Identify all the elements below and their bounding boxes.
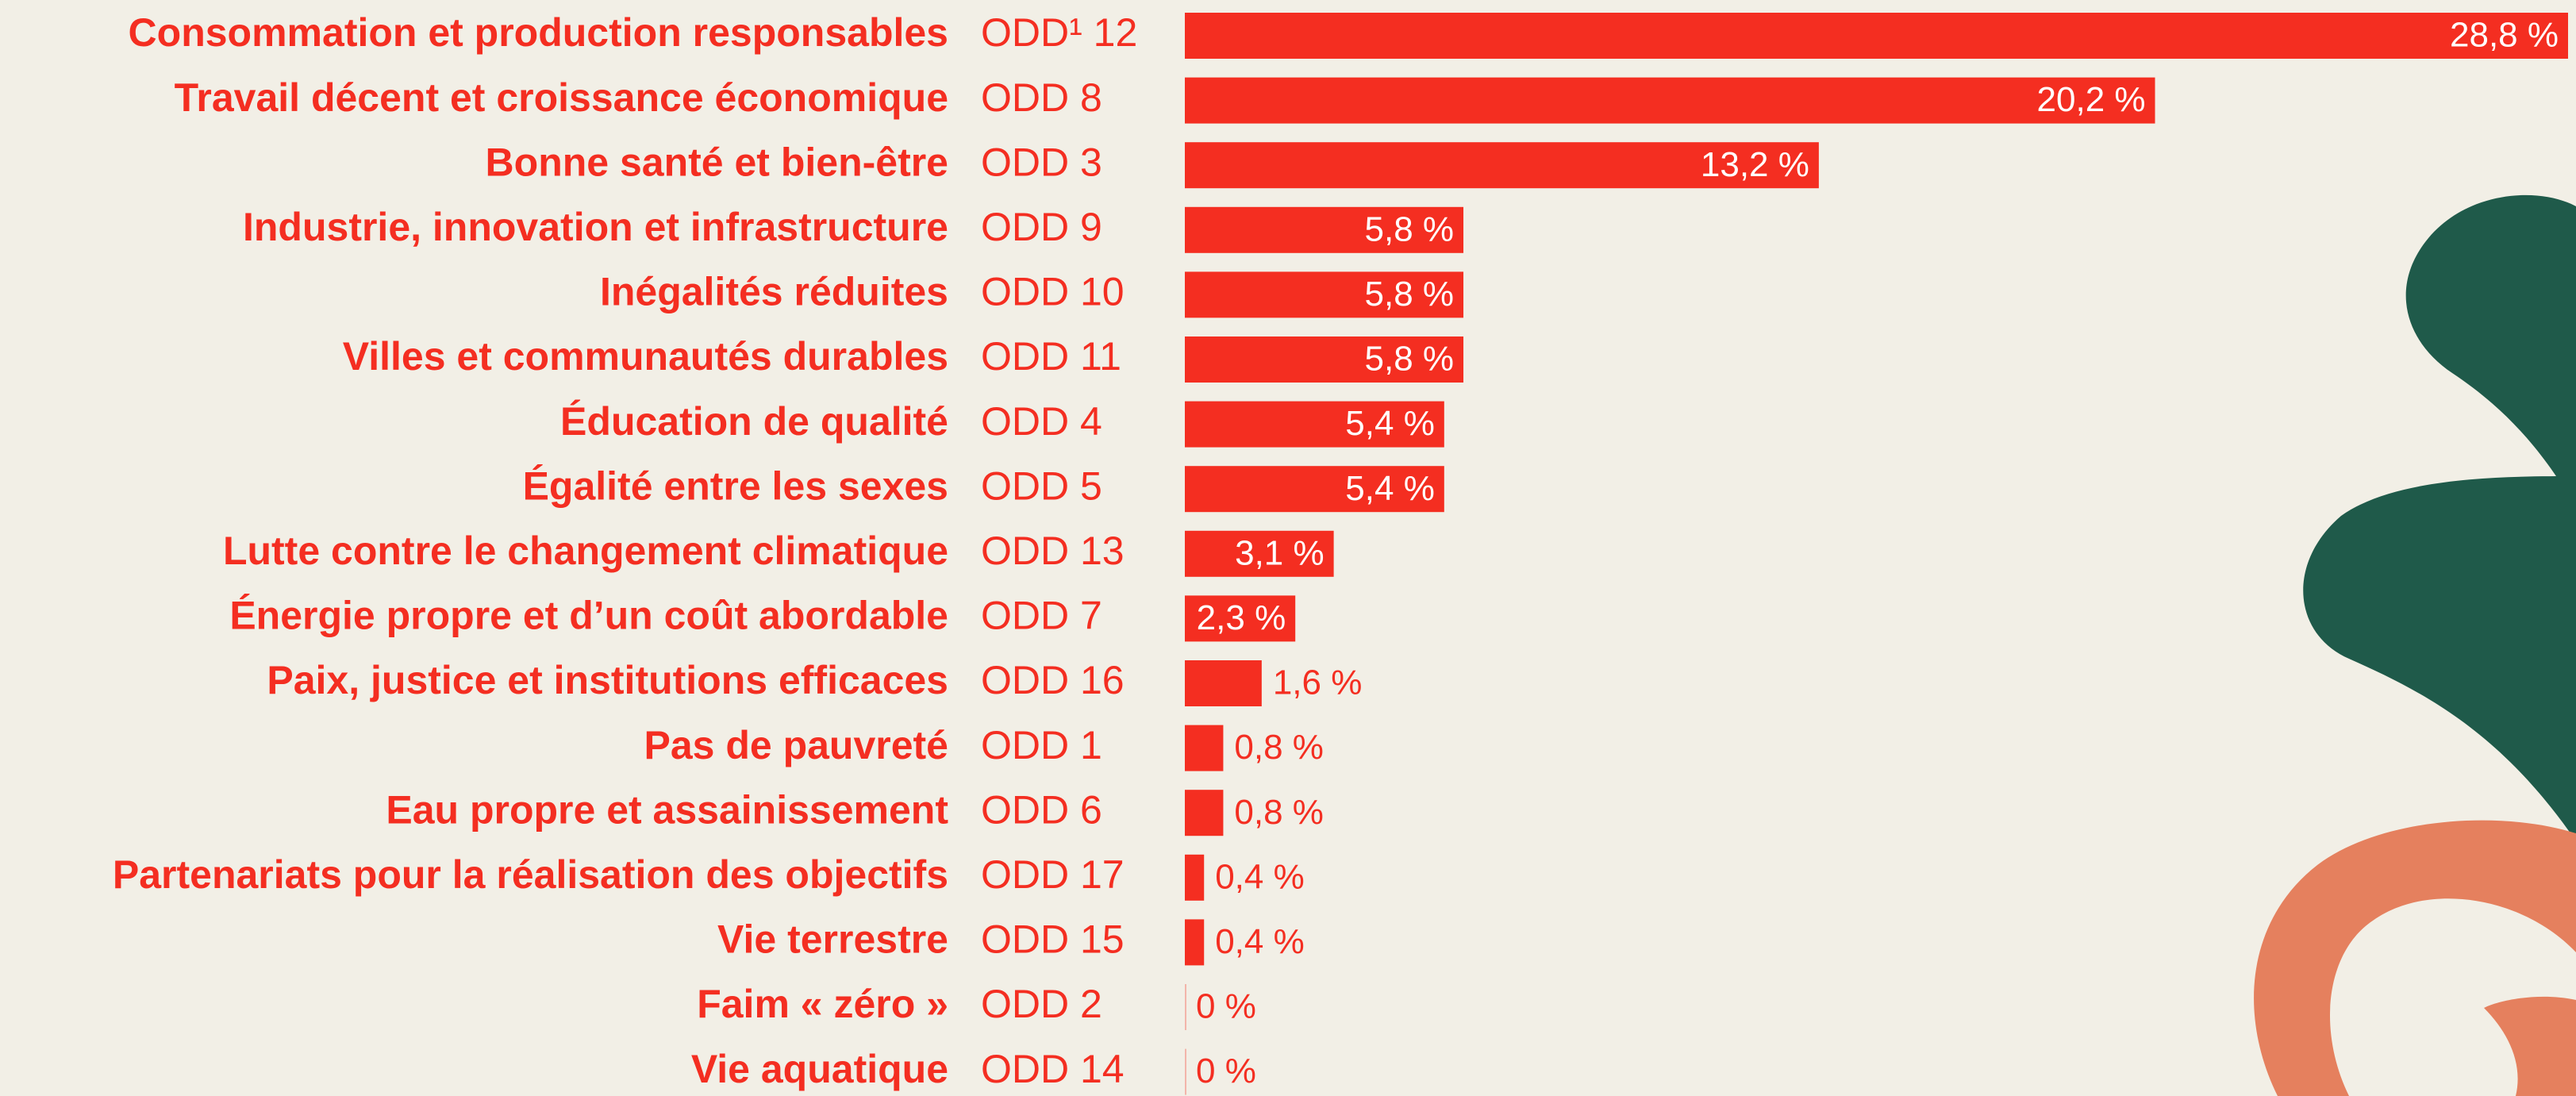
code-label: ODD 4 [981,399,1102,444]
value-label: 0,4 % [1215,922,1305,961]
bar [1185,336,1464,383]
code-label: ODD 6 [981,787,1102,832]
category-label: Travail décent et croissance économique [175,75,948,120]
value-label: 5,4 % [1345,404,1435,443]
value-label: 0,8 % [1234,793,1324,832]
value-label: 5,4 % [1345,469,1435,508]
leaf [2405,194,2576,509]
code-label: ODD 2 [981,982,1102,1026]
bar [1185,13,2568,59]
bar [1185,77,2155,124]
value-label: 0 % [1196,1052,1256,1090]
bar [1185,725,1224,771]
category-label: Bonne santé et bien-être [486,140,948,184]
bar [1185,984,1186,1030]
bar [1185,854,1205,901]
category-label: Faim « zéro » [697,982,948,1026]
category-label: Vie aquatique [691,1047,948,1091]
bar [1185,142,1819,189]
code-label: ODD 15 [981,917,1125,962]
code-label: ODD 11 [981,334,1121,379]
value-label: 1,6 % [1273,663,1363,702]
bar [1185,401,1444,448]
bar [1185,271,1464,318]
category-label: Énergie propre et d’un coût abordable [229,594,948,638]
decoration [2254,194,2576,1096]
arc [2484,996,2576,1096]
value-label: 2,3 % [1197,598,1286,637]
leaf [2303,476,2576,841]
bar [1185,466,1444,513]
value-label: 20,2 % [2037,80,2146,119]
code-label: ODD¹ 12 [981,10,1137,55]
category-label: Partenariats pour la réalisation des obj… [113,852,948,897]
value-label: 5,8 % [1365,210,1455,248]
category-label: Égalité entre les sexes [523,463,948,508]
category-label: Éducation de qualité [560,399,948,444]
category-label: Eau propre et assainissement [386,787,948,832]
arc [2254,820,2576,1096]
bar [1185,1048,1186,1095]
bar [1185,595,1296,642]
code-label: ODD 10 [981,270,1125,314]
code-label: ODD 3 [981,140,1102,184]
value-label: 0,4 % [1215,857,1305,896]
bar [1185,660,1262,706]
code-label: ODD 7 [981,594,1102,638]
category-label: Consommation et production responsables [129,10,948,55]
code-label: ODD 8 [981,75,1102,120]
category-label: Inégalités réduites [600,270,948,314]
value-label: 3,1 % [1235,533,1325,572]
value-label: 28,8 % [2450,16,2559,55]
code-label: ODD 14 [981,1047,1125,1091]
bar [1185,530,1334,577]
value-label: 13,2 % [1701,145,1809,184]
code-label: ODD 1 [981,723,1102,767]
value-label: 5,8 % [1365,340,1455,379]
value-label: 0 % [1196,987,1256,1026]
code-label: ODD 5 [981,463,1102,508]
category-label: Lutte contre le changement climatique [223,529,948,573]
code-label: ODD 17 [981,852,1125,897]
category-label: Pas de pauvreté [644,723,948,767]
category-label: Vie terrestre [717,917,948,962]
code-label: ODD 9 [981,205,1102,249]
code-label: ODD 16 [981,658,1125,702]
category-label: Paix, justice et institutions efficaces [267,658,948,702]
code-label: ODD 13 [981,529,1125,573]
bar [1185,206,1464,253]
category-label: Industrie, innovation et infrastructure [243,205,948,249]
category-label: Villes et communautés durables [343,334,948,379]
value-label: 5,8 % [1365,275,1455,313]
bar [1185,919,1205,966]
bar [1185,790,1224,836]
value-label: 0,8 % [1234,728,1324,767]
